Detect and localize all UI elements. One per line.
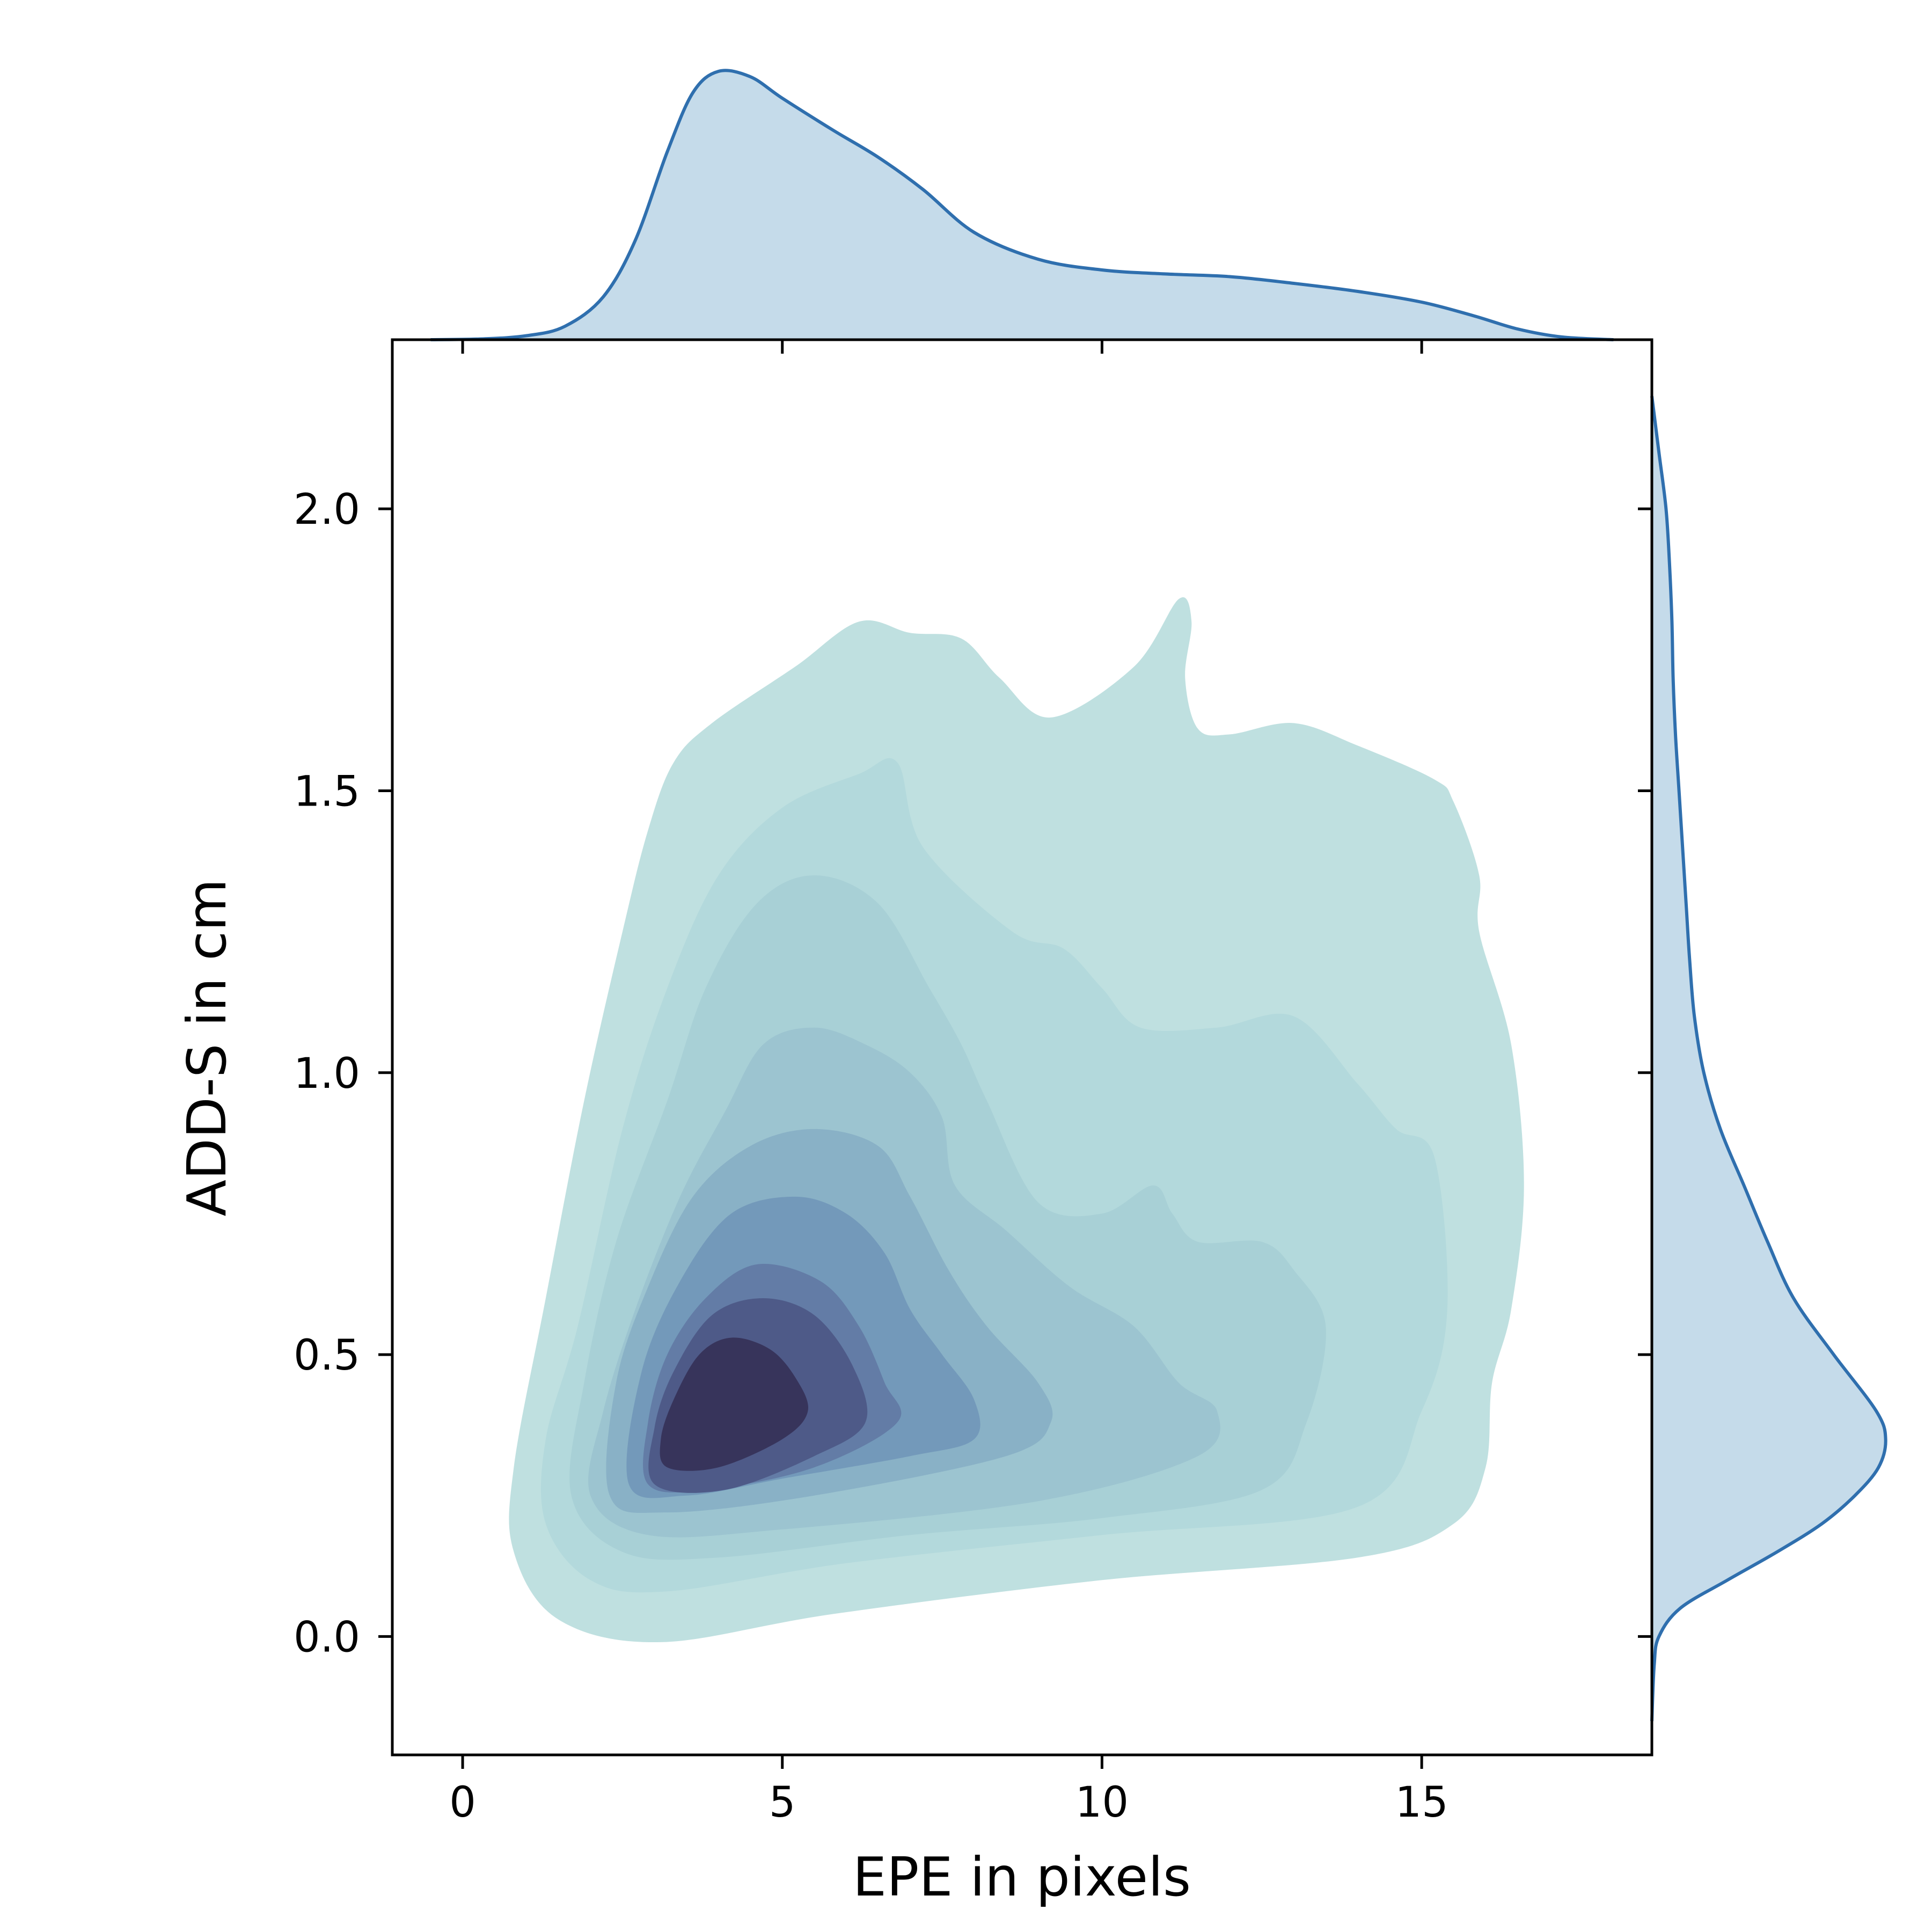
marginal-x-density: [430, 69, 1614, 341]
y-tick-label: 2.0: [294, 486, 360, 534]
y-tick-label: 1.0: [294, 1050, 360, 1098]
x-tick-label: 0: [449, 1779, 476, 1827]
kde-contour-level-9: [660, 1337, 809, 1471]
x-tick-label: 10: [1075, 1779, 1129, 1827]
y-tick-label: 0.0: [294, 1613, 360, 1662]
x-axis-label: EPE in pixels: [853, 1846, 1191, 1908]
y-tick-label: 1.5: [294, 767, 360, 816]
x-tick-label: 5: [769, 1779, 796, 1827]
plot-frame: [391, 338, 1653, 1757]
axis-ticks: 0 5 10 15 0.0 0.5 1.0 1.5 2.0: [294, 340, 1652, 1827]
x-tick-label: 15: [1395, 1779, 1448, 1827]
marginal-y-fill: [1652, 396, 1886, 1721]
marginal-x-fill: [430, 70, 1614, 340]
y-axis-label: ADD-S in cm: [175, 879, 238, 1216]
marginal-y-density: [1650, 396, 1887, 1722]
marginal-y-curve: [1650, 396, 1887, 1722]
joint-plot-area: 0 5 10 15 0.0 0.5 1.0 1.5 2.0: [294, 338, 1653, 1827]
marginal-x-curve: [430, 69, 1614, 341]
y-tick-label: 0.5: [294, 1331, 360, 1380]
kde-contours: [509, 597, 1524, 1643]
